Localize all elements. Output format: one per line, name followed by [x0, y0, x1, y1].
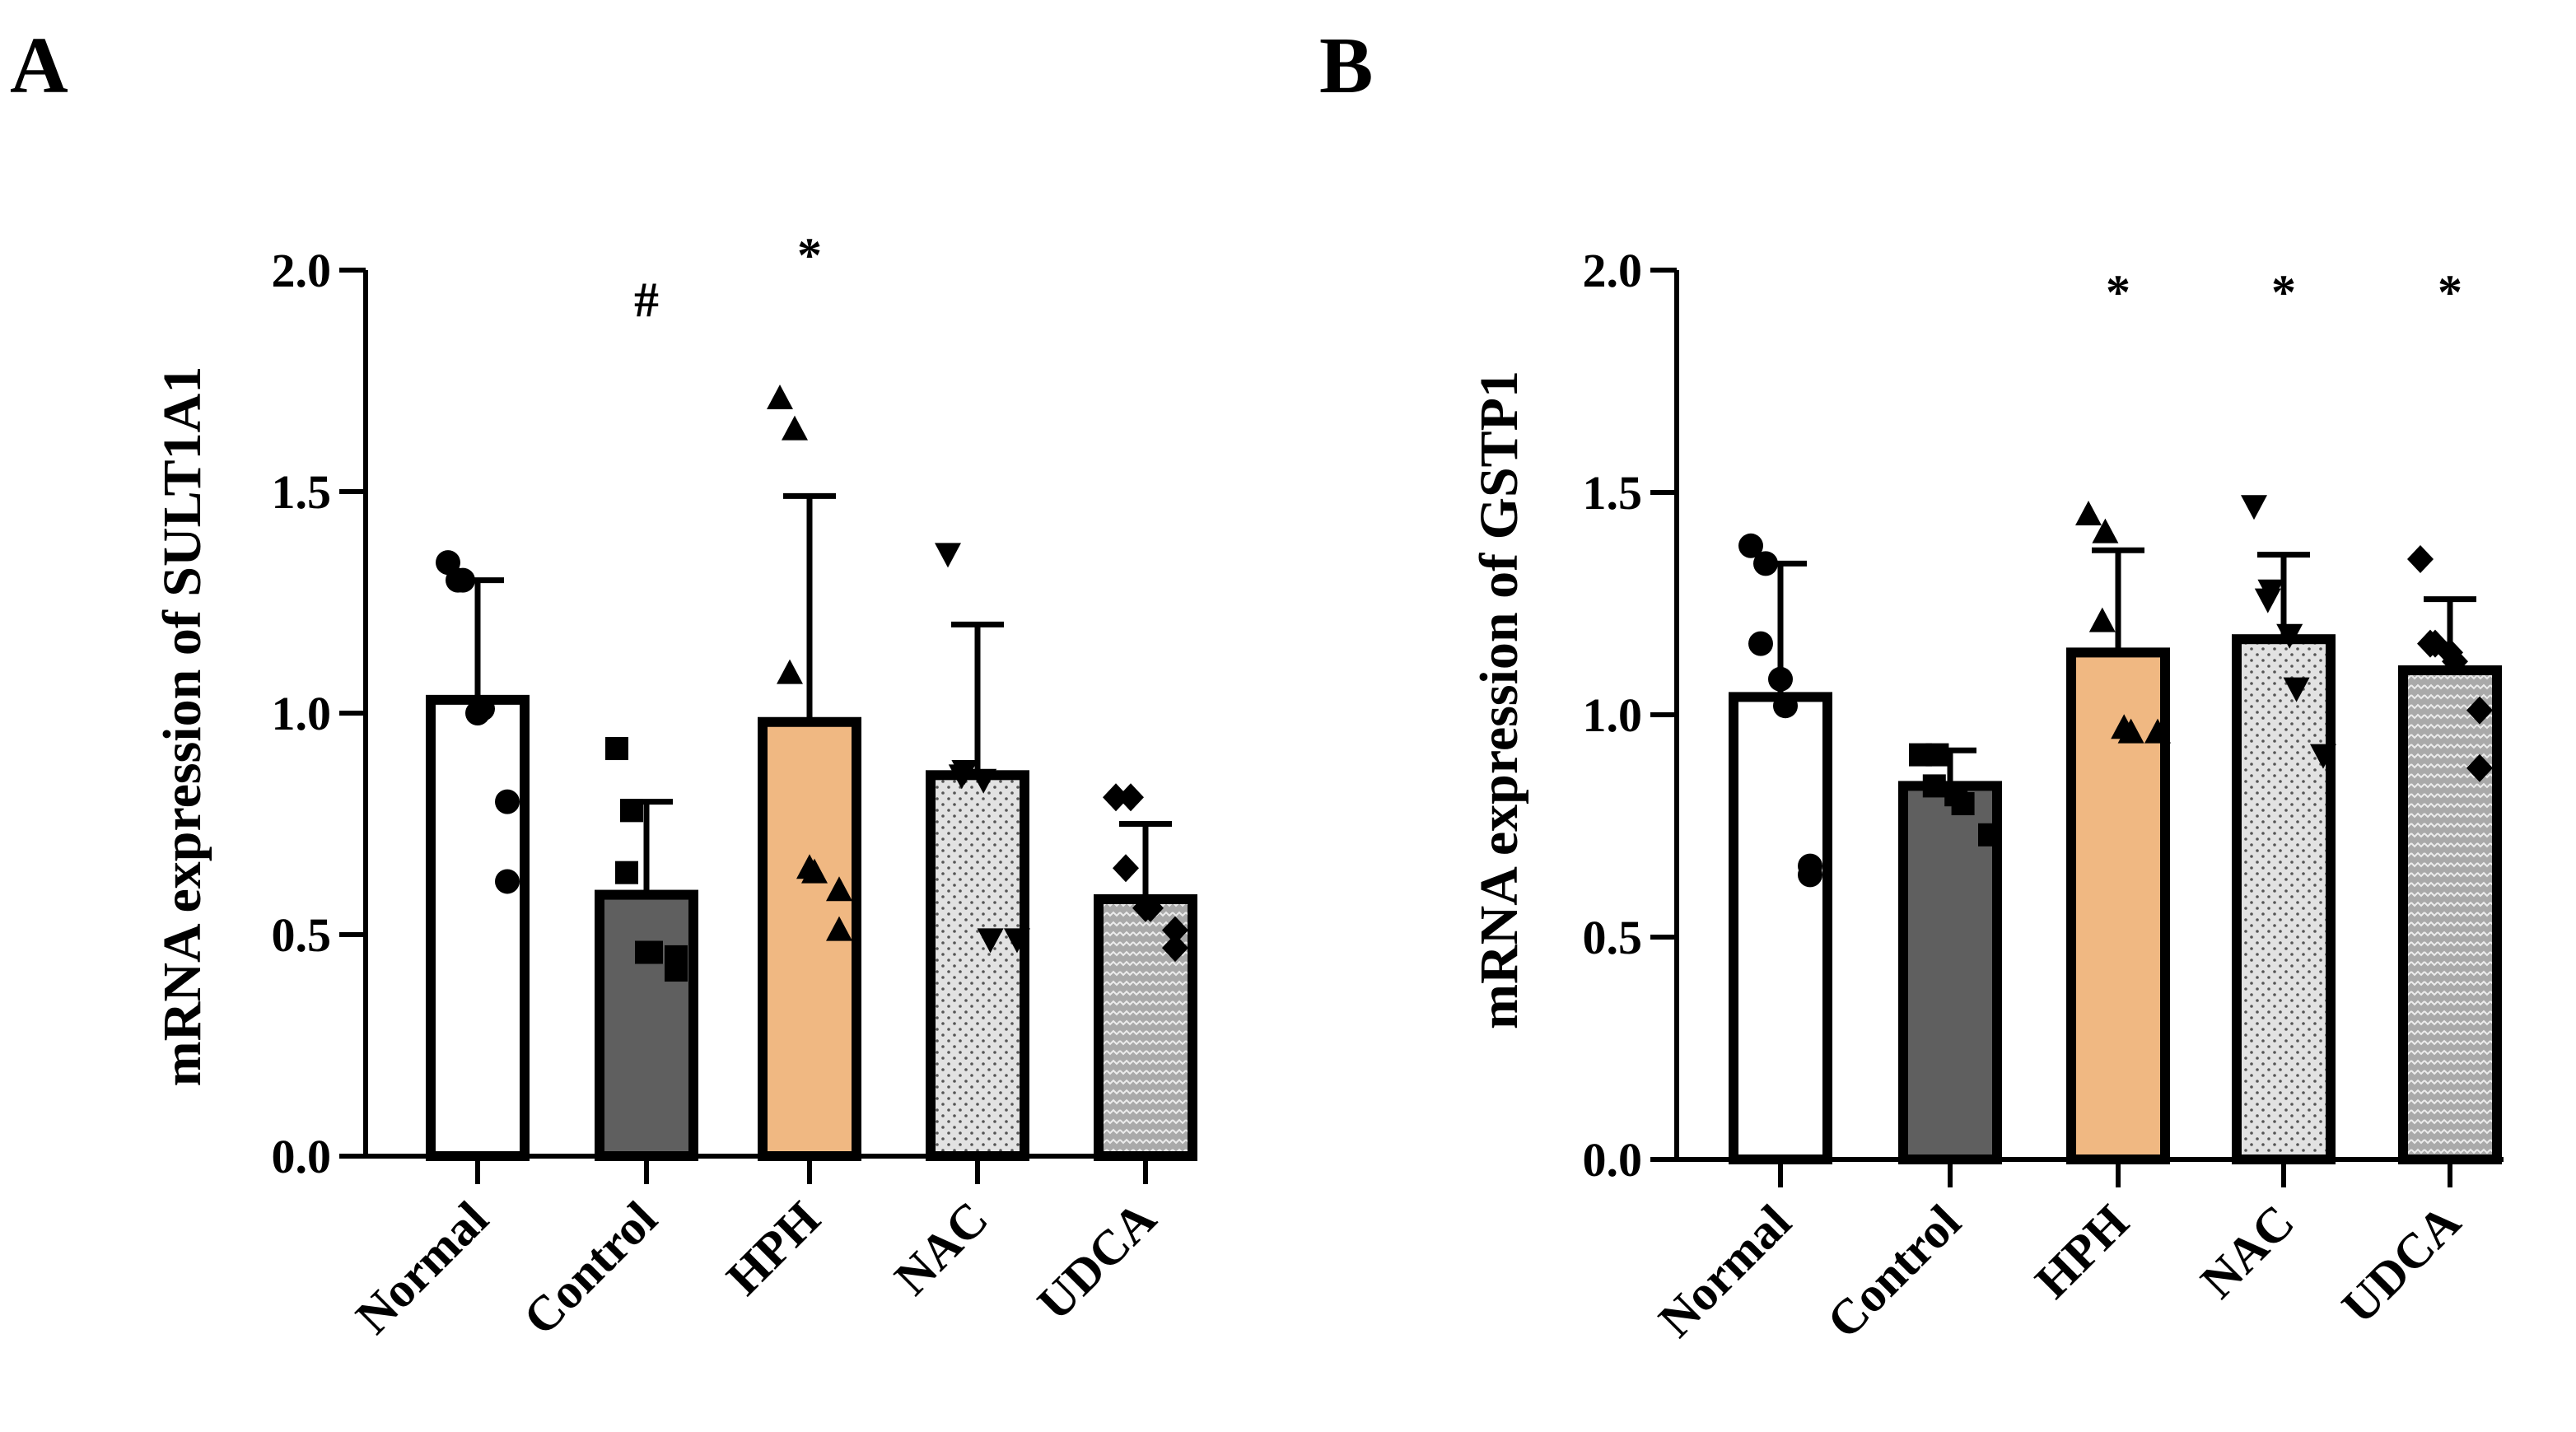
panel-b-y-tick-label-3: 1.5	[1583, 466, 1643, 520]
panel-b-y-axis-label: mRNA expression of GSTP1	[1469, 371, 1529, 1029]
panel-b-point-udca-2	[2417, 629, 2443, 658]
panel-b-point-normal-1	[1753, 551, 1778, 576]
panel-a-bar-nac	[926, 770, 1029, 1161]
panel-a-x-tick-label-normal: Normal	[345, 1192, 498, 1345]
panel-a-point-normal-2	[446, 567, 470, 593]
panel-a-y-tick-label-0: 0.0	[272, 1130, 332, 1183]
panel-b-x-tick-label-nac: NAC	[2191, 1195, 2305, 1309]
panel-b-point-control-2	[1922, 774, 1946, 798]
panel-b-point-udca-4	[2442, 647, 2468, 676]
panel-a-point-hph-1	[782, 415, 808, 441]
panel-a-point-nac-0	[935, 543, 961, 568]
panel-b-point-control-5	[1978, 823, 2001, 847]
panel-a-point-hph-2	[777, 659, 803, 684]
panel-b-x-tick-label-udca: UDCA	[2331, 1195, 2471, 1334]
panel-b-y-tick-label-1: 0.5	[1583, 911, 1643, 964]
panel-a-point-udca-5	[1162, 916, 1188, 945]
panel-a-point-nac-2	[948, 764, 975, 790]
panel-b-point-nac-5	[2310, 744, 2336, 769]
panel-a-x-tick-label-udca: UDCA	[1027, 1192, 1166, 1331]
panel-a-point-control-0	[605, 737, 628, 761]
panel-a-point-control-6	[665, 959, 688, 982]
panel-a-point-hph-0	[767, 385, 793, 410]
panel-b-bar-nac	[2232, 634, 2336, 1164]
panel-a-point-nac-3	[970, 768, 997, 794]
panel-b-point-nac-3	[2276, 623, 2303, 649]
panel-b-point-control-4	[1951, 792, 1975, 815]
panel-b-point-hph-4	[2117, 718, 2144, 744]
panel-a-bar-normal	[426, 694, 530, 1161]
panel-a-letter: A	[10, 21, 68, 110]
panel-b-annotation-nac: *	[2271, 265, 2296, 320]
panel-a-point-udca-0	[1103, 783, 1129, 812]
panel-a-annotation-hph: *	[797, 228, 822, 282]
panel-b-letter: B	[1319, 21, 1373, 110]
panel-b-point-hph-1	[2092, 518, 2119, 543]
panel-a-point-normal-6	[495, 869, 520, 894]
panel-b-point-control-1	[1925, 743, 1949, 767]
panel-a-annotation-control: #	[634, 273, 659, 327]
panel-b-point-normal-2	[1748, 631, 1773, 656]
panel-b-point-nac-4	[2283, 677, 2310, 702]
panel-b-point-hph-2	[2088, 607, 2116, 632]
panel-a-point-hph-5	[826, 876, 852, 902]
panel-b-plot: Normal Control * HPH * NAC * UDCA 0.0 0.5 1.0 1.5 2.…	[1583, 244, 2504, 1349]
panel-a-point-nac-5	[1004, 928, 1030, 954]
panel-a-y-tick-label-4: 2.0	[272, 244, 332, 297]
panel-b-y-tick-label-2: 1.0	[1583, 688, 1643, 742]
panel-a-point-udca-4	[1137, 893, 1164, 922]
panel-b-point-normal-4	[1773, 693, 1798, 719]
panel-a-y-axis-label: mRNA expression of SULT1A1	[152, 366, 212, 1087]
panel-a-x-tick-label-nac: NAC	[884, 1192, 999, 1306]
panel-a-point-nac-4	[977, 928, 1004, 954]
panel-a-point-normal-5	[495, 789, 520, 814]
panel-a-y-tick-label-1: 0.5	[272, 908, 332, 962]
panel-b-bar-udca	[2398, 665, 2502, 1164]
panel-b-x-tick-label-hph: HPH	[2025, 1195, 2140, 1309]
panel-b-point-nac-0	[2241, 495, 2267, 520]
panel-b-point-udca-0	[2407, 545, 2434, 573]
panel-b-point-nac-2	[2254, 588, 2281, 613]
panel-b-bar-normal	[1729, 692, 1832, 1164]
panel-a-point-normal-4	[470, 696, 495, 721]
panel-b-point-normal-3	[1768, 666, 1793, 692]
panel-b-y-tick-label-0: 0.0	[1583, 1133, 1643, 1187]
panel-a-y-tick-label-3: 1.5	[272, 465, 332, 519]
panel-a-bar-control	[595, 889, 698, 1161]
panel-a-y-tick-label-2: 1.0	[272, 687, 332, 740]
panel-a-x-tick-label-control: Control	[513, 1192, 667, 1346]
panel-a-point-control-4	[640, 940, 663, 964]
panel-b-annotation-hph: *	[2106, 265, 2130, 320]
panel-b-x-tick-label-normal: Normal	[1648, 1195, 1801, 1348]
panel-a-point-udca-2	[1113, 854, 1139, 883]
panel-a-point-hph-6	[826, 916, 852, 941]
panel-b-point-normal-0	[1738, 533, 1763, 558]
panel-b-point-hph-0	[2075, 501, 2102, 525]
panel-b: B mRNA expression of GSTP1 Normal Control…	[1319, 21, 2504, 1349]
panel-b-point-udca-6	[2466, 753, 2493, 782]
panel-b-point-udca-5	[2466, 696, 2493, 725]
panel-b-point-hph-5	[2144, 718, 2171, 744]
panel-a-point-control-2	[615, 861, 638, 884]
panel-a-point-udca-6	[1162, 934, 1188, 963]
panel-a-point-hph-4	[801, 858, 828, 884]
panel-a-point-udca-1	[1118, 783, 1144, 812]
panel-a-x-tick-label-hph: HPH	[716, 1192, 831, 1306]
panel-b-x-tick-label-control: Control	[1817, 1195, 1971, 1349]
panel-b-point-normal-6	[1798, 862, 1822, 888]
panel-b-annotation-udca: *	[2438, 265, 2462, 320]
panel-a-plot: Normal # Control * HPH NAC UDCA 0.0 0.5 1.0 1.5 2.0	[272, 228, 1197, 1346]
panel-b-y-tick-label-4: 2.0	[1583, 244, 1643, 297]
panel-a-point-control-1	[620, 799, 643, 823]
panel-a: A mRNA expression of SULT1A1 Normal # Cont…	[10, 21, 1197, 1346]
